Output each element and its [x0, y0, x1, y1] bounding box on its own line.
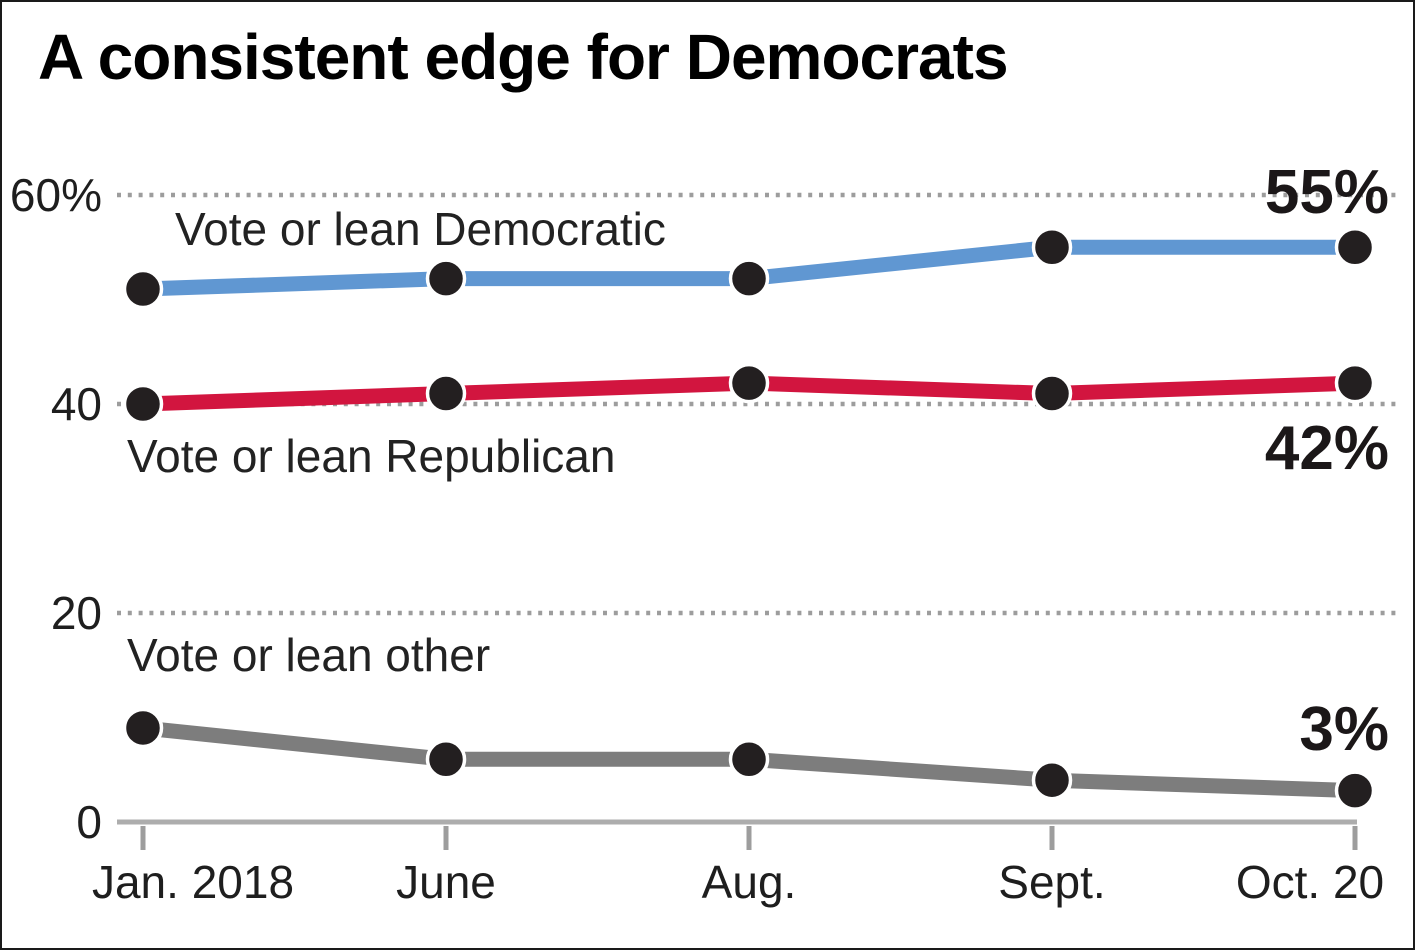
series-label-democratic: Vote or lean Democratic [175, 203, 666, 255]
x-tick-label-2: Aug. [701, 856, 797, 908]
series-label-other: Vote or lean other [127, 629, 491, 681]
data-point-0-0 [122, 268, 164, 310]
data-point-2-0 [122, 707, 164, 749]
data-point-0-4 [1334, 227, 1376, 268]
y-tick-label-0: 0 [76, 796, 102, 848]
end-value-other: 3% [1299, 695, 1389, 764]
data-point-1-1 [425, 373, 467, 414]
end-value-democratic: 55% [1264, 158, 1389, 227]
y-tick-label-20: 20 [50, 587, 102, 639]
chart-title: A consistent edge for Democrats [38, 21, 1009, 93]
x-tick-label-1: June [396, 856, 496, 908]
data-point-1-4 [1334, 362, 1376, 404]
data-point-1-3 [1031, 373, 1073, 414]
data-point-2-4 [1334, 770, 1376, 811]
x-tick-label-4: Oct. 20 [1235, 856, 1385, 908]
series-label-republican: Vote or lean Republican [127, 430, 616, 482]
data-point-2-2 [728, 739, 770, 780]
data-point-0-3 [1031, 227, 1073, 268]
data-point-2-1 [425, 739, 467, 780]
x-tick-label-3: Sept. [998, 856, 1106, 908]
data-point-1-2 [728, 362, 770, 404]
data-point-0-2 [728, 258, 770, 299]
x-tick-label-0: Jan. 2018 [91, 856, 295, 908]
data-point-2-3 [1031, 759, 1073, 801]
end-value-republican: 42% [1264, 414, 1389, 483]
y-tick-label-60: 60% [9, 169, 102, 221]
y-tick-label-40: 40 [50, 378, 102, 430]
data-point-0-1 [425, 258, 467, 299]
data-point-1-0 [122, 383, 164, 425]
